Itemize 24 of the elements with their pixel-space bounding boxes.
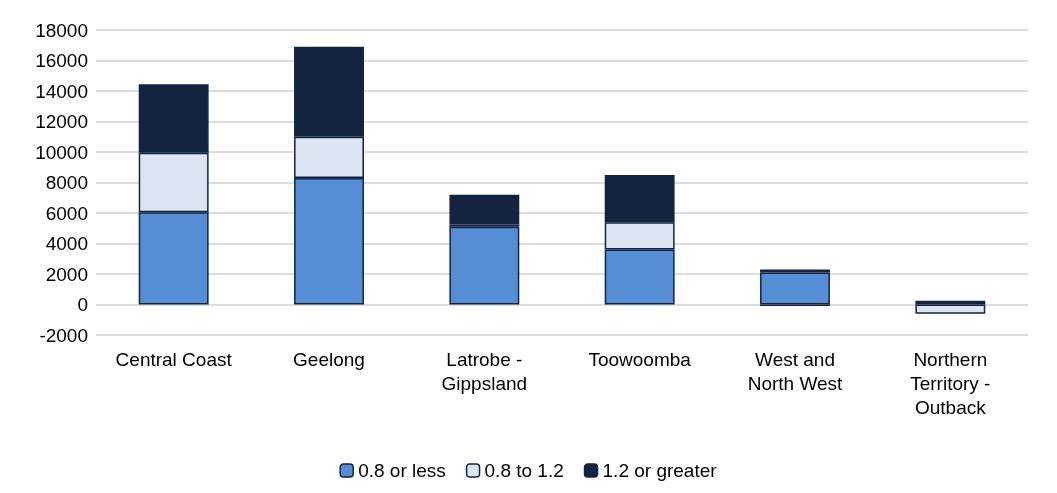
x-tick-label: Geelong [293, 348, 365, 370]
y-tick-label: 4000 [45, 233, 88, 254]
bar [449, 194, 520, 225]
x-tick-label: Central Coast [115, 348, 233, 370]
y-tick-label: 8000 [45, 172, 88, 193]
x-tick-label: Northern Territory - Outback [910, 348, 991, 418]
y-tick-label: 10000 [35, 141, 88, 163]
bar [760, 272, 830, 305]
x-tick-label: West and North West [747, 348, 844, 394]
legend-label: 0.8 or less [358, 460, 446, 481]
bar [915, 304, 986, 314]
y-tick-label: 2000 [45, 263, 88, 285]
y-tick-label: 12000 [35, 111, 88, 132]
legend-label: 0.8 to 1.2 [484, 460, 564, 481]
y-tick-label: 18000 [35, 19, 88, 41]
legend-label: 1.2 or greater [602, 460, 718, 481]
y-tick-label: 16000 [35, 50, 88, 71]
x-tick-label: Latrobe - Gippsland [441, 348, 528, 394]
x-tick-label: Toowoomba [588, 348, 692, 370]
y-tick-label: 14000 [35, 80, 88, 102]
y-tick-label: 6000 [45, 202, 88, 224]
bar [449, 226, 520, 305]
y-tick-label: 0 [77, 294, 88, 315]
y-tick-label: -2000 [39, 324, 88, 346]
